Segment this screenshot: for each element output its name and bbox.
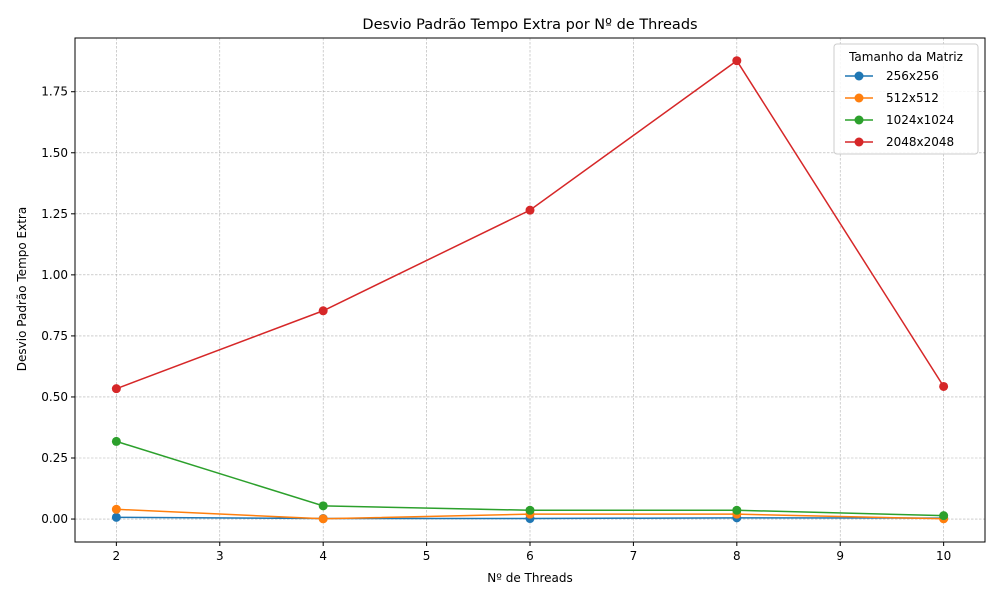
legend: Tamanho da Matriz 256x256 512x512 1024x1024…	[833, 43, 979, 155]
y-tick-label: 1.25	[41, 207, 68, 221]
x-axis-ticks: 2 3 4 5 6 7 8 9 10	[113, 542, 951, 563]
legend-item: 2048x2048	[845, 135, 954, 149]
data-point	[111, 512, 121, 522]
x-tick-label: 8	[733, 549, 741, 563]
legend-title: Tamanho da Matriz	[848, 50, 963, 64]
series-layer	[111, 56, 949, 524]
x-tick-label: 2	[113, 549, 121, 563]
data-point	[111, 384, 121, 394]
legend-item: 512x512	[845, 91, 939, 105]
y-axis-label: Desvio Padrão Tempo Extra	[15, 207, 29, 371]
x-tick-label: 3	[216, 549, 224, 563]
data-point	[318, 306, 328, 316]
y-tick-label: 1.75	[41, 85, 68, 99]
data-point	[111, 504, 121, 514]
legend-item: 256x256	[845, 69, 939, 83]
legend-marker	[854, 137, 864, 147]
data-point	[939, 511, 949, 521]
data-point	[525, 505, 535, 515]
y-tick-label: 0.75	[41, 329, 68, 343]
data-point	[732, 505, 742, 515]
series-1024x1024	[111, 436, 949, 521]
y-tick-label: 0.25	[41, 451, 68, 465]
x-axis-label: Nº de Threads	[487, 571, 572, 585]
y-axis-ticks: 0.00 0.25 0.50 0.75 1.00 1.25 1.50 1.75	[41, 85, 75, 526]
y-tick-label: 1.00	[41, 268, 68, 282]
chart-title: Desvio Padrão Tempo Extra por Nº de Thre…	[362, 17, 697, 33]
x-tick-label: 10	[936, 549, 951, 563]
y-tick-label: 1.50	[41, 146, 68, 160]
legend-item: 1024x1024	[845, 113, 954, 127]
y-tick-label: 0.50	[41, 390, 68, 404]
legend-label: 256x256	[886, 69, 939, 83]
data-point	[939, 381, 949, 391]
data-point	[525, 205, 535, 215]
legend-box	[833, 43, 979, 155]
legend-marker	[854, 115, 864, 125]
legend-label: 1024x1024	[886, 113, 954, 127]
legend-label: 2048x2048	[886, 135, 954, 149]
series-2048x2048	[111, 56, 949, 394]
x-tick-label: 7	[630, 549, 638, 563]
data-point	[732, 56, 742, 66]
data-point	[318, 514, 328, 524]
data-point	[111, 436, 121, 446]
legend-marker	[854, 71, 864, 81]
legend-label: 512x512	[886, 91, 939, 105]
x-tick-label: 9	[836, 549, 844, 563]
legend-marker	[854, 93, 864, 103]
x-tick-label: 4	[319, 549, 327, 563]
data-point	[318, 501, 328, 511]
y-tick-label: 0.00	[41, 512, 68, 526]
x-tick-label: 6	[526, 549, 534, 563]
x-tick-label: 5	[423, 549, 431, 563]
